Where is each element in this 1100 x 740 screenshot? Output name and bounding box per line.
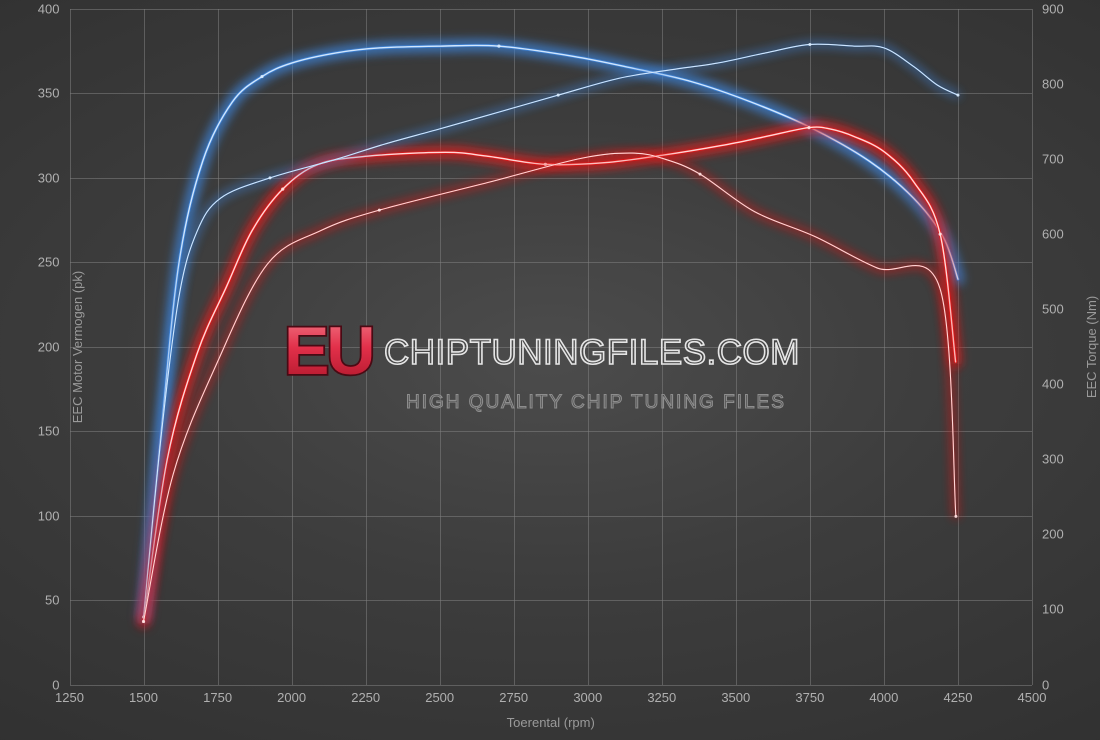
svg-text:EU: EU [284, 313, 372, 389]
svg-text:CHIPTUNINGFILES.COM: CHIPTUNINGFILES.COM [384, 333, 800, 372]
svg-text:HIGH QUALITY CHIP TUNING FILES: HIGH QUALITY CHIP TUNING FILES [406, 392, 786, 413]
